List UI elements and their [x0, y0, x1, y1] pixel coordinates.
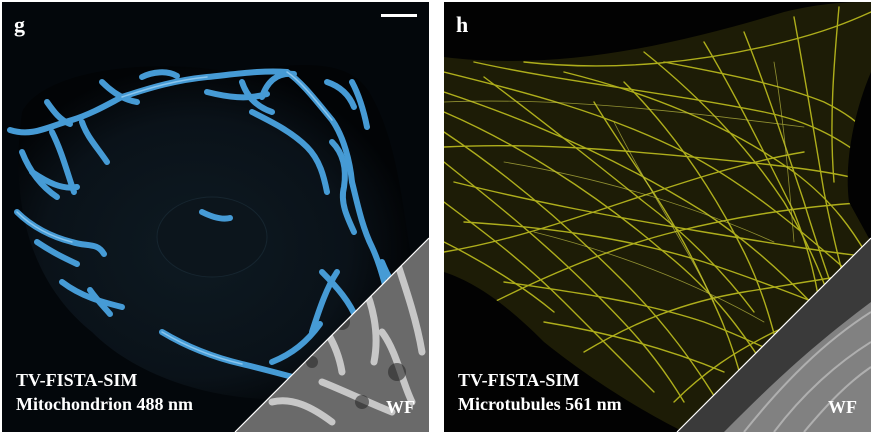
- panel-letter: g: [14, 12, 25, 37]
- mitochondria-micrograph: [2, 2, 429, 432]
- scale-bar: [381, 14, 417, 17]
- structure-label: Microtubules 561 nm: [458, 394, 622, 414]
- method-label: TV-FISTA-SIM: [458, 370, 580, 390]
- panel-caption: TV-FISTA-SIM Microtubules 561 nm: [458, 368, 622, 416]
- microtubules-micrograph: [444, 2, 871, 432]
- wf-divider-line: [234, 237, 429, 432]
- panel-letter: h: [456, 12, 469, 37]
- panel-h-microtubules-image: h TV-FISTA-SIM Microtubules 561 nm WF: [444, 2, 871, 432]
- widefield-label: WF: [386, 397, 415, 417]
- wf-divider-line: [676, 237, 871, 432]
- method-label: TV-FISTA-SIM: [16, 370, 138, 390]
- structure-label: Mitochondrion 488 nm: [16, 394, 194, 414]
- widefield-label: WF: [828, 397, 857, 417]
- panel-g-mitochondria-image: g TV-FISTA-SIM Mitochondrion 488 nm WF: [2, 2, 429, 432]
- panel-caption: TV-FISTA-SIM Mitochondrion 488 nm: [16, 368, 193, 416]
